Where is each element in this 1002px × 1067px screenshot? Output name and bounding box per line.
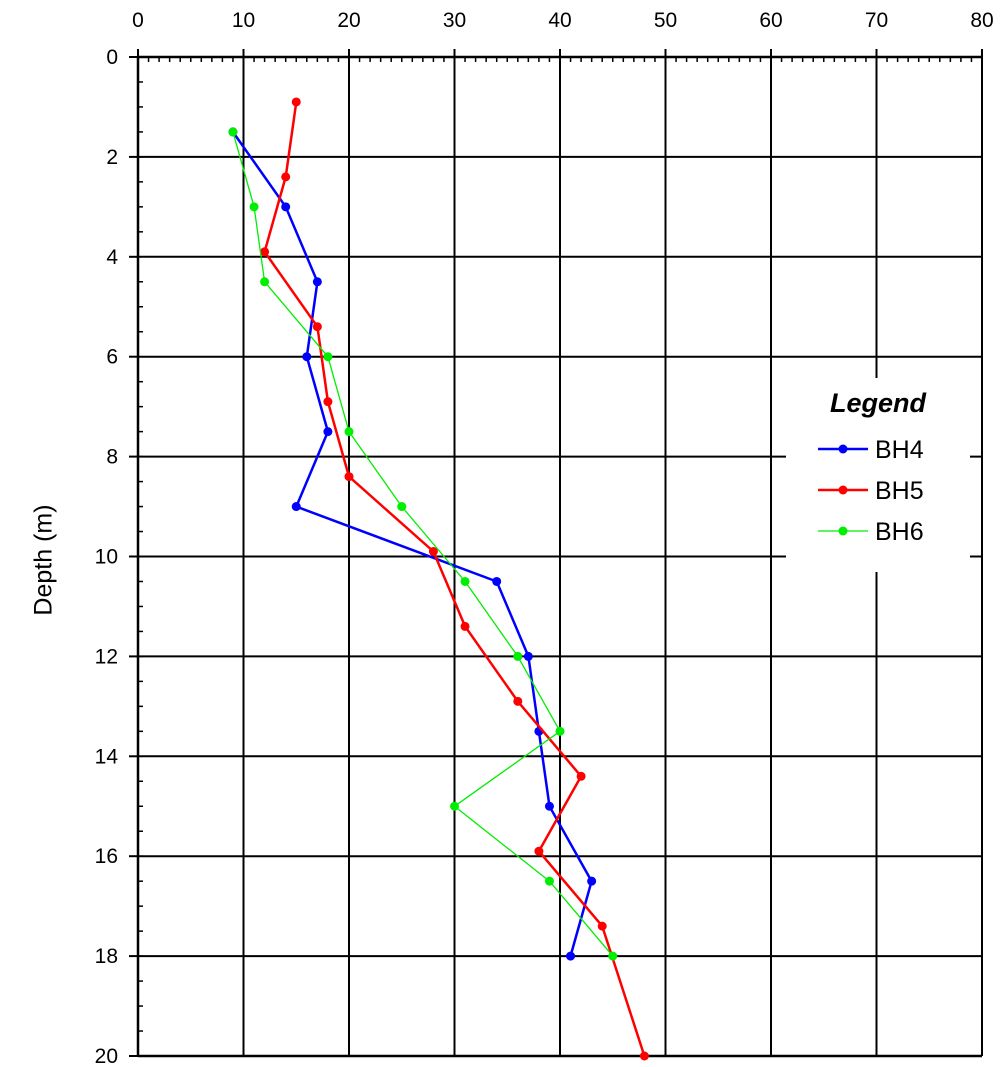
series-bh4 bbox=[228, 127, 597, 961]
data-point bbox=[534, 846, 544, 856]
data-point bbox=[312, 277, 322, 287]
y-tick-label: 0 bbox=[106, 46, 118, 69]
y-tick-label: 20 bbox=[95, 1045, 118, 1067]
series-bh6 bbox=[228, 127, 618, 961]
data-point bbox=[513, 651, 523, 661]
y-tick-label: 16 bbox=[95, 845, 118, 868]
data-point bbox=[260, 247, 270, 257]
data-point bbox=[344, 472, 354, 482]
data-point bbox=[302, 352, 312, 362]
legend-label: BH6 bbox=[875, 518, 924, 546]
data-point bbox=[597, 921, 607, 931]
x-tick-label: 30 bbox=[443, 9, 466, 32]
data-point bbox=[428, 547, 438, 557]
data-point bbox=[260, 277, 270, 287]
y-tick-labels: 0 2 4 6 8 10 12 14 16 18 20 bbox=[95, 46, 119, 1067]
data-point bbox=[281, 172, 291, 182]
data-point bbox=[555, 726, 565, 736]
data-point bbox=[397, 502, 407, 512]
y-axis-title: Depth (m) bbox=[30, 504, 58, 615]
data-point bbox=[608, 951, 618, 961]
series-bh5 bbox=[260, 97, 649, 1061]
data-point bbox=[544, 876, 554, 886]
series-line bbox=[231, 131, 593, 957]
legend-entries: BH4 BH5 BH6 bbox=[818, 436, 924, 546]
data-point bbox=[450, 801, 459, 811]
x-tick-label: 40 bbox=[548, 9, 571, 32]
x-tick-label: 0 bbox=[132, 9, 144, 32]
y-tick-label: 10 bbox=[95, 546, 118, 569]
data-point bbox=[544, 801, 554, 811]
x-tick-label: 20 bbox=[337, 9, 360, 32]
data-point bbox=[460, 621, 470, 631]
x-tick-label: 10 bbox=[232, 9, 255, 32]
legend-item: BH6 bbox=[818, 518, 924, 546]
data-point bbox=[566, 951, 576, 961]
data-point bbox=[323, 352, 333, 362]
data-point bbox=[228, 127, 238, 137]
series-layer bbox=[228, 97, 649, 1061]
axes bbox=[129, 49, 983, 1058]
legend-swatch-marker bbox=[838, 485, 848, 495]
legend-label: BH4 bbox=[875, 436, 924, 464]
x-tick-label: 80 bbox=[970, 9, 993, 32]
x-tick-label: 60 bbox=[759, 9, 782, 32]
legend-swatch-marker bbox=[838, 526, 848, 536]
y-tick-label: 6 bbox=[106, 346, 118, 369]
y-tick-label: 14 bbox=[95, 745, 119, 768]
legend-swatch-marker bbox=[838, 444, 848, 454]
y-tick-label: 8 bbox=[106, 446, 118, 469]
data-point bbox=[249, 202, 259, 212]
data-point bbox=[492, 576, 502, 586]
data-point bbox=[291, 97, 301, 107]
y-tick-label: 4 bbox=[106, 246, 118, 269]
data-point bbox=[281, 202, 291, 212]
x-tick-label: 70 bbox=[865, 9, 888, 32]
y-tick-label: 18 bbox=[95, 945, 118, 968]
data-point bbox=[312, 322, 322, 332]
data-point bbox=[323, 427, 333, 437]
series-line bbox=[232, 131, 614, 957]
data-point bbox=[587, 876, 597, 886]
data-point bbox=[460, 576, 470, 586]
data-point bbox=[323, 397, 333, 407]
legend-item: BH5 bbox=[818, 477, 924, 505]
y-tick-label: 12 bbox=[95, 645, 118, 668]
legend-item: BH4 bbox=[818, 436, 924, 464]
x-tick-labels: 0 10 20 30 40 50 60 70 80 bbox=[132, 9, 994, 32]
data-point bbox=[513, 696, 523, 706]
data-point bbox=[639, 1051, 649, 1061]
data-point bbox=[523, 651, 533, 661]
legend: Legend BH4 BH5 BH6 bbox=[786, 378, 970, 572]
data-point bbox=[576, 771, 586, 781]
legend-label: BH5 bbox=[875, 477, 924, 505]
legend-background bbox=[786, 378, 970, 572]
legend-title: Legend bbox=[830, 388, 927, 418]
x-tick-label: 50 bbox=[654, 9, 677, 32]
data-point bbox=[344, 427, 354, 437]
y-tick-label: 2 bbox=[106, 146, 118, 169]
data-point bbox=[291, 502, 301, 512]
